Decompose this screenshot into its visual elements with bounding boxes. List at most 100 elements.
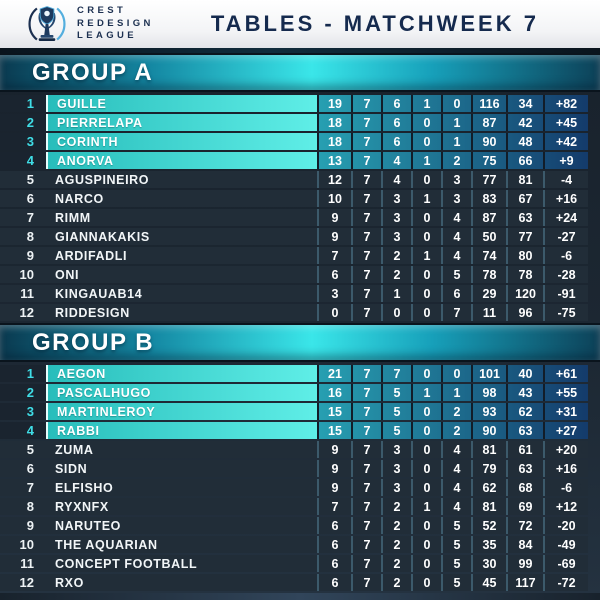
stat-goals-for: 62 <box>471 479 506 496</box>
team-name: SIDN <box>55 461 88 476</box>
stat-drawn: 0 <box>411 171 441 188</box>
stat-won: 2 <box>381 498 411 515</box>
stat-goal-diff: -4 <box>543 171 588 188</box>
stat-drawn: 0 <box>411 460 441 477</box>
stat-goal-diff: +27 <box>543 422 588 439</box>
stat-goal-diff: -72 <box>543 574 588 591</box>
stat-points: 9 <box>317 228 351 245</box>
stat-points: 9 <box>317 460 351 477</box>
stat-drawn: 1 <box>411 498 441 515</box>
table-row: 10 ONI 6 7 2 0 5 78 78 -28 <box>0 266 588 283</box>
stat-goals-for: 93 <box>471 403 506 420</box>
stat-points: 6 <box>317 555 351 572</box>
stat-won: 2 <box>381 574 411 591</box>
team-name: ELFISHO <box>55 480 114 495</box>
stat-goals-against: 42 <box>506 114 543 131</box>
position: 4 <box>26 423 34 438</box>
stat-drawn: 0 <box>411 228 441 245</box>
stat-won: 6 <box>381 114 411 131</box>
table-row: 1 AEGON 21 7 7 0 0 101 40 +61 <box>0 365 588 382</box>
stat-goals-against: 78 <box>506 266 543 283</box>
stat-points: 15 <box>317 422 351 439</box>
stat-played: 7 <box>351 460 381 477</box>
stat-goals-for: 87 <box>471 209 506 226</box>
stat-won: 3 <box>381 460 411 477</box>
page-title: TABLES - MATCHWEEK 7 <box>210 11 539 36</box>
row-stats: 19 7 6 1 0 116 34 +82 <box>317 95 588 112</box>
stat-goals-against: 34 <box>506 95 543 112</box>
stat-lost: 4 <box>441 228 471 245</box>
stat-lost: 1 <box>441 133 471 150</box>
stat-won: 0 <box>381 304 411 321</box>
stat-lost: 5 <box>441 266 471 283</box>
stat-goals-for: 30 <box>471 555 506 572</box>
wordmark-line-1: CREST <box>77 5 127 17</box>
table-row: 4 RABBI 15 7 5 0 2 90 63 +27 <box>0 422 588 439</box>
stat-goal-diff: +9 <box>543 152 588 169</box>
table-row: 2 PIERRELAPA 18 7 6 0 1 87 42 +45 <box>0 114 588 131</box>
stat-goals-for: 11 <box>471 304 506 321</box>
stat-drawn: 0 <box>411 517 441 534</box>
stat-goal-diff: -27 <box>543 228 588 245</box>
row-stats: 15 7 5 0 2 90 63 +27 <box>317 422 588 439</box>
group-label: GROUP B <box>32 328 155 356</box>
stat-drawn: 0 <box>411 536 441 553</box>
stat-drawn: 0 <box>411 266 441 283</box>
stat-goals-for: 87 <box>471 114 506 131</box>
stat-won: 4 <box>381 152 411 169</box>
stat-goals-for: 101 <box>471 365 506 382</box>
table-row: 3 MARTINLEROY 15 7 5 0 2 93 62 +31 <box>0 403 588 420</box>
team-name: MARTINLEROY <box>46 403 317 420</box>
stat-drawn: 1 <box>411 95 441 112</box>
stat-goals-against: 120 <box>506 285 543 302</box>
group-label: GROUP A <box>32 58 154 86</box>
position: 12 <box>19 575 34 590</box>
table-row: 3 CORINTH 18 7 6 0 1 90 48 +42 <box>0 133 588 150</box>
stat-goal-diff: +12 <box>543 498 588 515</box>
stat-points: 7 <box>317 247 351 264</box>
stat-lost: 5 <box>441 536 471 553</box>
row-stats: 12 7 4 0 3 77 81 -4 <box>317 171 588 188</box>
position: 9 <box>26 518 34 533</box>
stat-played: 7 <box>351 266 381 283</box>
wordmark-line-3: LEAGUE <box>77 30 137 42</box>
team-name: RYXNFX <box>55 499 109 514</box>
team-name: AGUSPINEIRO <box>55 172 150 187</box>
stat-won: 3 <box>381 479 411 496</box>
team-name: RIMM <box>55 210 91 225</box>
stat-played: 7 <box>351 152 381 169</box>
stat-lost: 4 <box>441 441 471 458</box>
stat-goal-diff: -75 <box>543 304 588 321</box>
stat-goal-diff: +31 <box>543 403 588 420</box>
table-row: 11 CONCEPT FOOTBALL 6 7 2 0 5 30 99 -69 <box>0 555 588 572</box>
stat-won: 3 <box>381 441 411 458</box>
stat-goal-diff: -28 <box>543 266 588 283</box>
stat-goals-against: 68 <box>506 479 543 496</box>
stat-played: 7 <box>351 441 381 458</box>
stat-drawn: 0 <box>411 403 441 420</box>
table-row: 10 THE AQUARIAN 6 7 2 0 5 35 84 -49 <box>0 536 588 553</box>
stat-won: 2 <box>381 536 411 553</box>
stat-won: 2 <box>381 517 411 534</box>
team-name: PASCALHUGO <box>46 384 317 401</box>
stat-goal-diff: +16 <box>543 460 588 477</box>
stat-goals-for: 81 <box>471 498 506 515</box>
stat-lost: 0 <box>441 95 471 112</box>
stat-played: 7 <box>351 114 381 131</box>
stat-drawn: 0 <box>411 422 441 439</box>
stat-goals-for: 90 <box>471 133 506 150</box>
stat-lost: 6 <box>441 285 471 302</box>
position: 5 <box>26 172 34 187</box>
row-stats: 6 7 2 0 5 45 117 -72 <box>317 574 588 591</box>
row-stats: 0 7 0 0 7 11 96 -75 <box>317 304 588 321</box>
position: 8 <box>26 499 34 514</box>
group-section: GROUP B 1 AEGON 21 7 7 0 0 101 40 +61 2 … <box>0 323 600 593</box>
stat-won: 5 <box>381 403 411 420</box>
table-row: 5 AGUSPINEIRO 12 7 4 0 3 77 81 -4 <box>0 171 588 188</box>
stat-played: 7 <box>351 574 381 591</box>
stat-won: 3 <box>381 190 411 207</box>
position: 2 <box>26 115 34 130</box>
stat-goal-diff: +55 <box>543 384 588 401</box>
position: 11 <box>20 556 34 571</box>
